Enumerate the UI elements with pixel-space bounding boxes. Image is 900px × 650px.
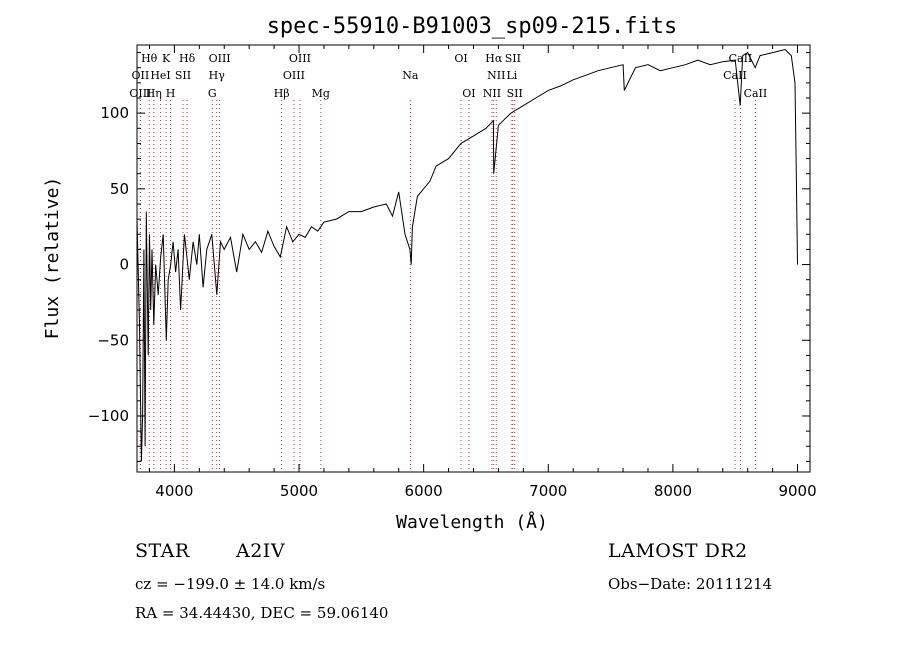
line-label-0: Hθ	[141, 52, 158, 65]
line-label-20: SII	[505, 52, 521, 65]
redshift-velocity: cz = −199.0 ± 14.0 km/s	[135, 575, 326, 593]
coordinates: RA = 34.44430, DEC = 59.06140	[135, 604, 389, 622]
line-label-9: OIII	[209, 52, 231, 65]
line-label-7: H	[166, 87, 176, 100]
line-label-16: Na	[402, 69, 419, 82]
line-label-23: NII	[483, 87, 501, 100]
line-label-1: OII	[132, 69, 150, 82]
line-label-6: SII	[175, 69, 191, 82]
x-tick-label-5: 9000	[778, 482, 816, 500]
line-label-27: CaII	[744, 87, 768, 100]
line-label-8: Hδ	[179, 52, 196, 65]
line-label-18: OI	[462, 87, 475, 100]
line-label-10: Hγ	[209, 69, 226, 82]
spectrum-line	[136, 48, 798, 462]
spectral-class: A2IV	[236, 540, 286, 562]
x-tick-label-2: 6000	[405, 482, 443, 500]
line-label-14: OIII	[283, 69, 305, 82]
object-type: STAR	[135, 540, 190, 562]
line-label-25: CaII	[729, 52, 753, 65]
x-tick-label-3: 7000	[529, 482, 567, 500]
x-tick-label-4: 8000	[654, 482, 692, 500]
y-tick-label-2: 0	[119, 256, 129, 274]
observation-date: Obs−Date: 20111214	[608, 575, 773, 593]
y-tick-label-4: 100	[100, 104, 129, 122]
spectral-line-markers	[139, 100, 756, 472]
line-label-21: NII	[487, 69, 505, 82]
line-label-15: Mg	[312, 87, 330, 100]
line-label-26: CaII	[723, 69, 747, 82]
x-tick-label-1: 5000	[280, 482, 318, 500]
y-axis-label: Flux (relative)	[42, 177, 63, 340]
y-tick-label-0: −100	[88, 407, 129, 425]
plot-frame	[136, 44, 811, 473]
y-tick-label-3: 50	[110, 180, 129, 198]
line-label-17: OI	[454, 52, 467, 65]
x-axis-label: Wavelength (Å)	[396, 511, 548, 533]
line-label-22: Li	[506, 69, 517, 82]
x-axis-ticks: 4000 5000 6000 7000 8000 9000	[148, 45, 817, 500]
line-label-24: SII	[507, 87, 523, 100]
chart-title: spec-55910-B91003_sp09-215.fits	[267, 14, 678, 39]
line-label-2: OIII	[129, 87, 151, 100]
line-label-5: HeI	[150, 69, 170, 82]
line-label-3: Hη	[146, 87, 162, 100]
y-axis-ticks: −100 −50 0 50 100	[88, 52, 810, 462]
line-label-13: OIII	[289, 52, 311, 65]
line-label-11: G	[208, 87, 217, 100]
line-label-19: Hα	[485, 52, 503, 65]
survey-name: LAMOST DR2	[608, 540, 748, 562]
line-label-12: Hβ	[274, 87, 290, 100]
y-tick-label-1: −50	[97, 331, 129, 349]
x-tick-label-0: 4000	[155, 482, 193, 500]
line-label-4: K	[162, 52, 171, 65]
